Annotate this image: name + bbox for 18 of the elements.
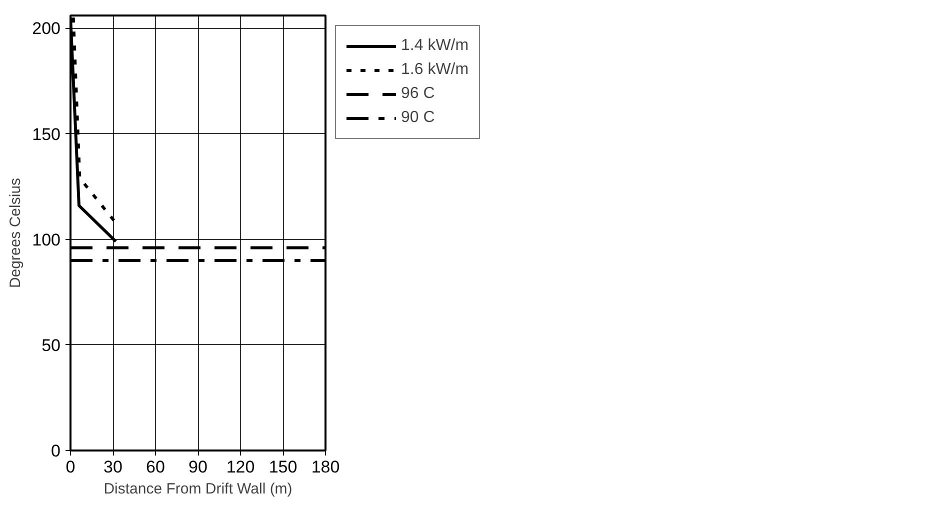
x-axis-title: Distance From Drift Wall (m): [104, 480, 292, 498]
legend-label: 1.6 kW/m: [401, 61, 469, 79]
y-tick-label: 100: [32, 230, 61, 250]
x-tick-label: 150: [268, 458, 298, 476]
legend-label: 96 C: [401, 85, 435, 103]
y-tick-label: 150: [32, 124, 61, 144]
x-tick-label: 180: [311, 458, 340, 476]
y-tick-label: 50: [42, 336, 61, 355]
x-tick-label: 0: [66, 458, 76, 476]
y-tick-label: 0: [51, 442, 61, 460]
x-tick-label: 60: [146, 458, 165, 476]
legend-label: 90 C: [401, 109, 435, 127]
y-tick-label: 200: [32, 19, 61, 38]
legend-label: 1.4 kW/m: [401, 37, 469, 55]
x-tick-label: 120: [226, 458, 255, 476]
y-axis-title: Degrees Celsius: [7, 178, 24, 288]
x-tick-label: 90: [188, 458, 208, 476]
x-tick-label: 30: [104, 458, 122, 476]
